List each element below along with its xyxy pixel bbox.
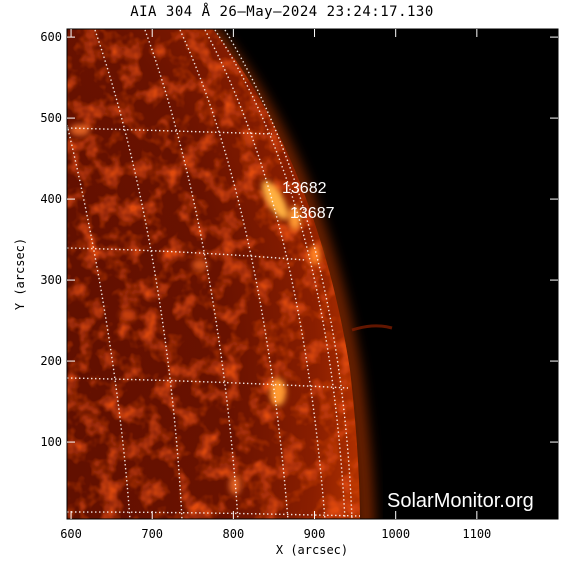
y-axis-label: Y (arcsec) [13,238,27,310]
x-tick-label: 1000 [381,527,410,541]
y-axis: 100 200 300 400 500 600 [40,30,558,449]
image-title: AIA 304 Å 26–May–2024 23:24:17.130 [130,4,434,20]
active-region-label: 13687 [290,205,335,222]
prominence [351,324,393,332]
bright-features [70,124,321,495]
x-tick-label: 900 [304,527,326,541]
y-tick-label: 200 [40,354,62,368]
watermark-text: SolarMonitor.org [387,490,534,512]
chromospheric-network [67,29,360,519]
heliographic-grid [67,29,361,519]
y-tick-label: 300 [40,273,62,287]
active-region-label: 13682 [282,180,327,197]
x-tick-label: 700 [141,527,163,541]
x-tick-label: 800 [223,527,245,541]
y-tick-label: 600 [40,30,62,44]
plot-frame [66,28,559,520]
y-tick-label: 500 [40,111,62,125]
y-tick-label: 100 [40,435,62,449]
y-tick-label: 400 [40,192,62,206]
x-axis: 600 700 800 900 1000 1100 [60,29,491,541]
x-tick-label: 1100 [462,527,491,541]
x-tick-label: 600 [60,527,82,541]
x-axis-label: X (arcsec) [276,543,348,557]
